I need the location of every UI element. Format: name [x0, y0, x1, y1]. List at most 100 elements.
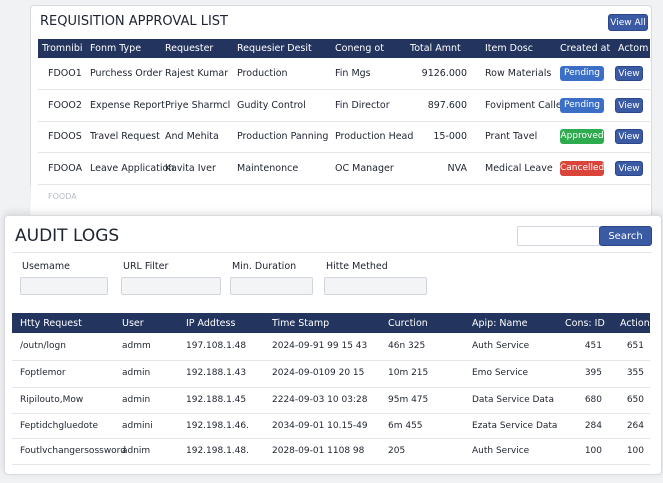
table-cell: 650	[626, 395, 644, 405]
requisition-header	[38, 39, 650, 58]
table-cell: 205	[388, 446, 406, 456]
table-cell: Feptidchgluedote	[20, 421, 99, 431]
table-cell: 95m 475	[388, 395, 429, 405]
column-header: Apip: Name	[472, 318, 528, 329]
column-header: Coneng ot	[335, 43, 384, 54]
table-row	[38, 121, 650, 153]
table-row	[12, 387, 650, 414]
search-input[interactable]	[517, 226, 600, 246]
table-cell: 192.198.1.46.	[186, 421, 249, 431]
table-cell: Rajest Kumar	[165, 68, 229, 79]
view-button[interactable]: View	[615, 98, 643, 113]
table-cell: Auth Service	[472, 446, 530, 456]
table-cell: FDOOS	[48, 131, 82, 142]
column-header: Time Stamp	[272, 318, 330, 329]
fade-overlay	[30, 186, 650, 216]
table-cell: 897.600	[427, 100, 467, 111]
table-cell: admin	[122, 395, 151, 405]
table-cell: 192.188.1.43	[186, 368, 247, 378]
table-row	[12, 333, 650, 361]
table-cell: 2224-09-03 10 03:28	[272, 395, 368, 405]
table-cell: Purchess Order	[90, 68, 163, 79]
table-cell: Production	[237, 68, 288, 79]
table-cell: admini	[122, 421, 153, 431]
table-cell: Production Panning	[237, 131, 329, 142]
audit-panel	[4, 215, 662, 475]
column-header: Htty Request	[20, 318, 82, 329]
table-cell: 2034-09-01 10.15-49	[272, 421, 368, 431]
table-cell: 192.198.1.48.	[186, 446, 249, 456]
table-cell: 9126.000	[421, 68, 467, 79]
requisition-title: REQUISITION APPROVAL LIST	[40, 14, 228, 29]
table-cell: 100	[626, 446, 644, 456]
table-cell: 197.108.1.48	[186, 341, 247, 351]
status-badge: Cancelled	[560, 161, 604, 176]
column-header: Requester	[165, 43, 214, 54]
table-cell: 2028-09-01 1108 98	[272, 446, 365, 456]
filter-label: URL Filter	[123, 261, 169, 272]
view-button[interactable]: View	[615, 161, 643, 176]
table-cell: admm	[122, 341, 151, 351]
table-cell: Row Materials	[485, 68, 552, 79]
table-cell: adnim	[122, 446, 151, 456]
table-cell: Ripilouto,Mow	[20, 395, 84, 405]
table-cell: Prant Tavel	[485, 131, 538, 142]
table-cell: 651	[626, 341, 644, 351]
table-cell: Emo Service	[472, 368, 529, 378]
table-cell: /outn/logn	[20, 341, 66, 351]
filter-label: Hitte Methed	[326, 261, 388, 272]
divider	[12, 252, 652, 253]
faded-row-cell: FOODA	[48, 192, 77, 201]
table-cell: 15-000	[433, 131, 467, 142]
table-cell: FOOO2	[48, 100, 82, 111]
column-header: Cons: ID	[565, 318, 605, 329]
table-cell: 355	[626, 368, 644, 378]
table-cell: Ezata Service Data	[472, 421, 558, 431]
table-cell: Medical Leave	[485, 163, 553, 174]
view-button[interactable]: View	[615, 129, 643, 144]
search-button[interactable]: Search	[599, 226, 652, 246]
filter-input[interactable]	[121, 277, 221, 295]
view-button[interactable]: View	[615, 66, 643, 81]
table-cell: admin	[122, 368, 151, 378]
filter-input[interactable]	[324, 277, 427, 295]
table-cell: 100	[584, 446, 602, 456]
table-cell: Kavita Iver	[165, 163, 216, 174]
table-cell: FDOO1	[48, 68, 82, 79]
column-header: User	[122, 318, 144, 329]
status-badge: Pending	[560, 98, 604, 113]
column-header: Curction	[388, 318, 428, 329]
table-cell: Leave Application	[90, 163, 175, 174]
filter-input[interactable]	[230, 277, 313, 295]
view-all-button[interactable]: View All	[608, 14, 648, 31]
table-cell: Fin Mgs	[335, 68, 371, 79]
table-cell: 2024-09-91 99 15 43	[272, 341, 368, 351]
table-cell: Maintenonce	[237, 163, 299, 174]
column-header: Actom	[618, 43, 649, 54]
table-cell: 46n 325	[388, 341, 426, 351]
column-header: Fonm Type	[90, 43, 142, 54]
table-row	[38, 58, 650, 90]
filter-label: Usemame	[22, 261, 70, 272]
table-cell: 192.188.1.45	[186, 395, 247, 405]
table-cell: 10m 215	[388, 368, 429, 378]
filter-input[interactable]	[20, 277, 108, 295]
table-row	[12, 360, 650, 388]
table-cell: 2024-09-0109 20 15	[272, 368, 365, 378]
table-cell: Auth Service	[472, 341, 530, 351]
table-cell: 395	[584, 368, 602, 378]
column-header: Requesier Desit	[237, 43, 312, 54]
status-badge: Approved	[560, 129, 604, 144]
table-cell: 451	[584, 341, 602, 351]
table-cell: 284	[584, 421, 602, 431]
column-header: Created at	[560, 43, 611, 54]
column-header: IP Addtess	[186, 318, 236, 329]
table-cell: 264	[626, 421, 644, 431]
table-cell: FDOOA	[48, 163, 83, 174]
column-header: Item Dosc	[485, 43, 533, 54]
table-cell: Data Service Data	[472, 395, 554, 405]
table-cell: Expense Report	[90, 100, 165, 111]
table-cell: Gudity Control	[237, 100, 306, 111]
table-cell: And Mehita	[165, 131, 219, 142]
